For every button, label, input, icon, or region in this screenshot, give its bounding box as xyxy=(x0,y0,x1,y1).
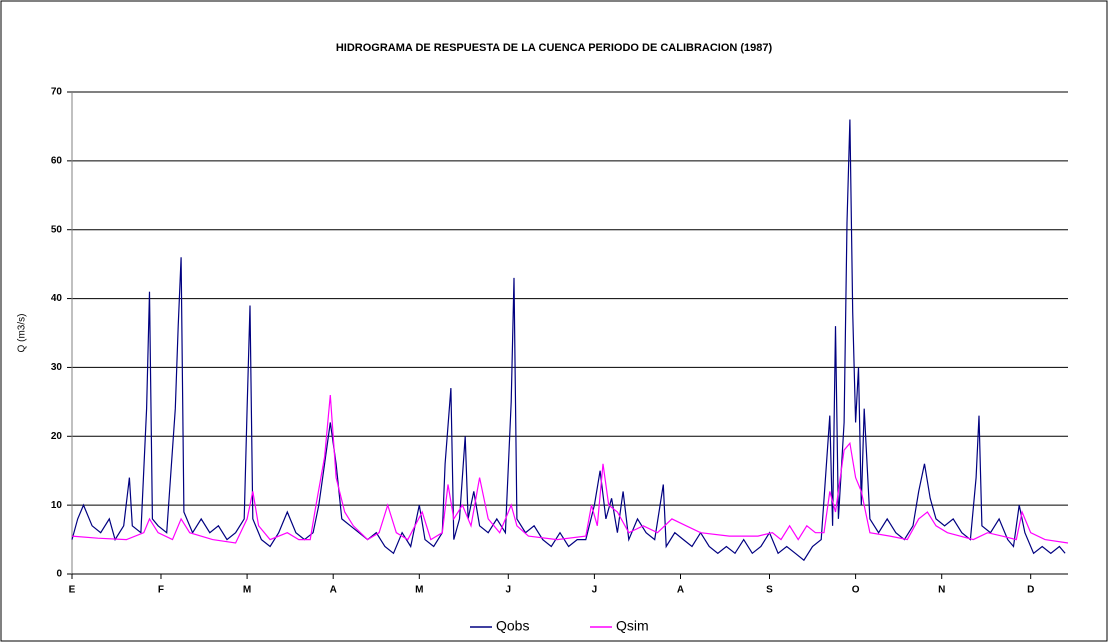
y-tick-label: 70 xyxy=(51,87,63,98)
x-tick-label: F xyxy=(158,585,164,596)
x-tick-label: N xyxy=(938,585,945,596)
x-tick-label: J xyxy=(592,585,598,596)
legend-label: Qsim xyxy=(616,618,649,634)
y-tick-label: 20 xyxy=(51,431,63,442)
x-tick-label: A xyxy=(677,585,684,596)
x-tick-label: E xyxy=(69,585,76,596)
x-tick-label: M xyxy=(243,585,251,596)
chart-title: HIDROGRAMA DE RESPUESTA DE LA CUENCA PER… xyxy=(336,42,773,54)
y-tick-label: 60 xyxy=(51,155,63,166)
x-tick-label: S xyxy=(766,585,773,596)
x-tick-label: M xyxy=(415,585,423,596)
y-axis-label: Q (m3/s) xyxy=(17,314,28,353)
x-tick-label: J xyxy=(506,585,512,596)
x-tick-label: O xyxy=(852,585,860,596)
y-tick-label: 50 xyxy=(51,224,63,235)
legend-label: Qobs xyxy=(496,618,529,634)
series-line xyxy=(71,394,1069,544)
x-tick-label: D xyxy=(1027,585,1034,596)
series-line xyxy=(71,119,1066,562)
y-tick-label: 30 xyxy=(51,362,63,373)
x-tick-label: A xyxy=(330,585,337,596)
y-tick-label: 10 xyxy=(51,500,63,511)
y-tick-label: 0 xyxy=(56,569,62,580)
y-tick-label: 40 xyxy=(51,293,63,304)
